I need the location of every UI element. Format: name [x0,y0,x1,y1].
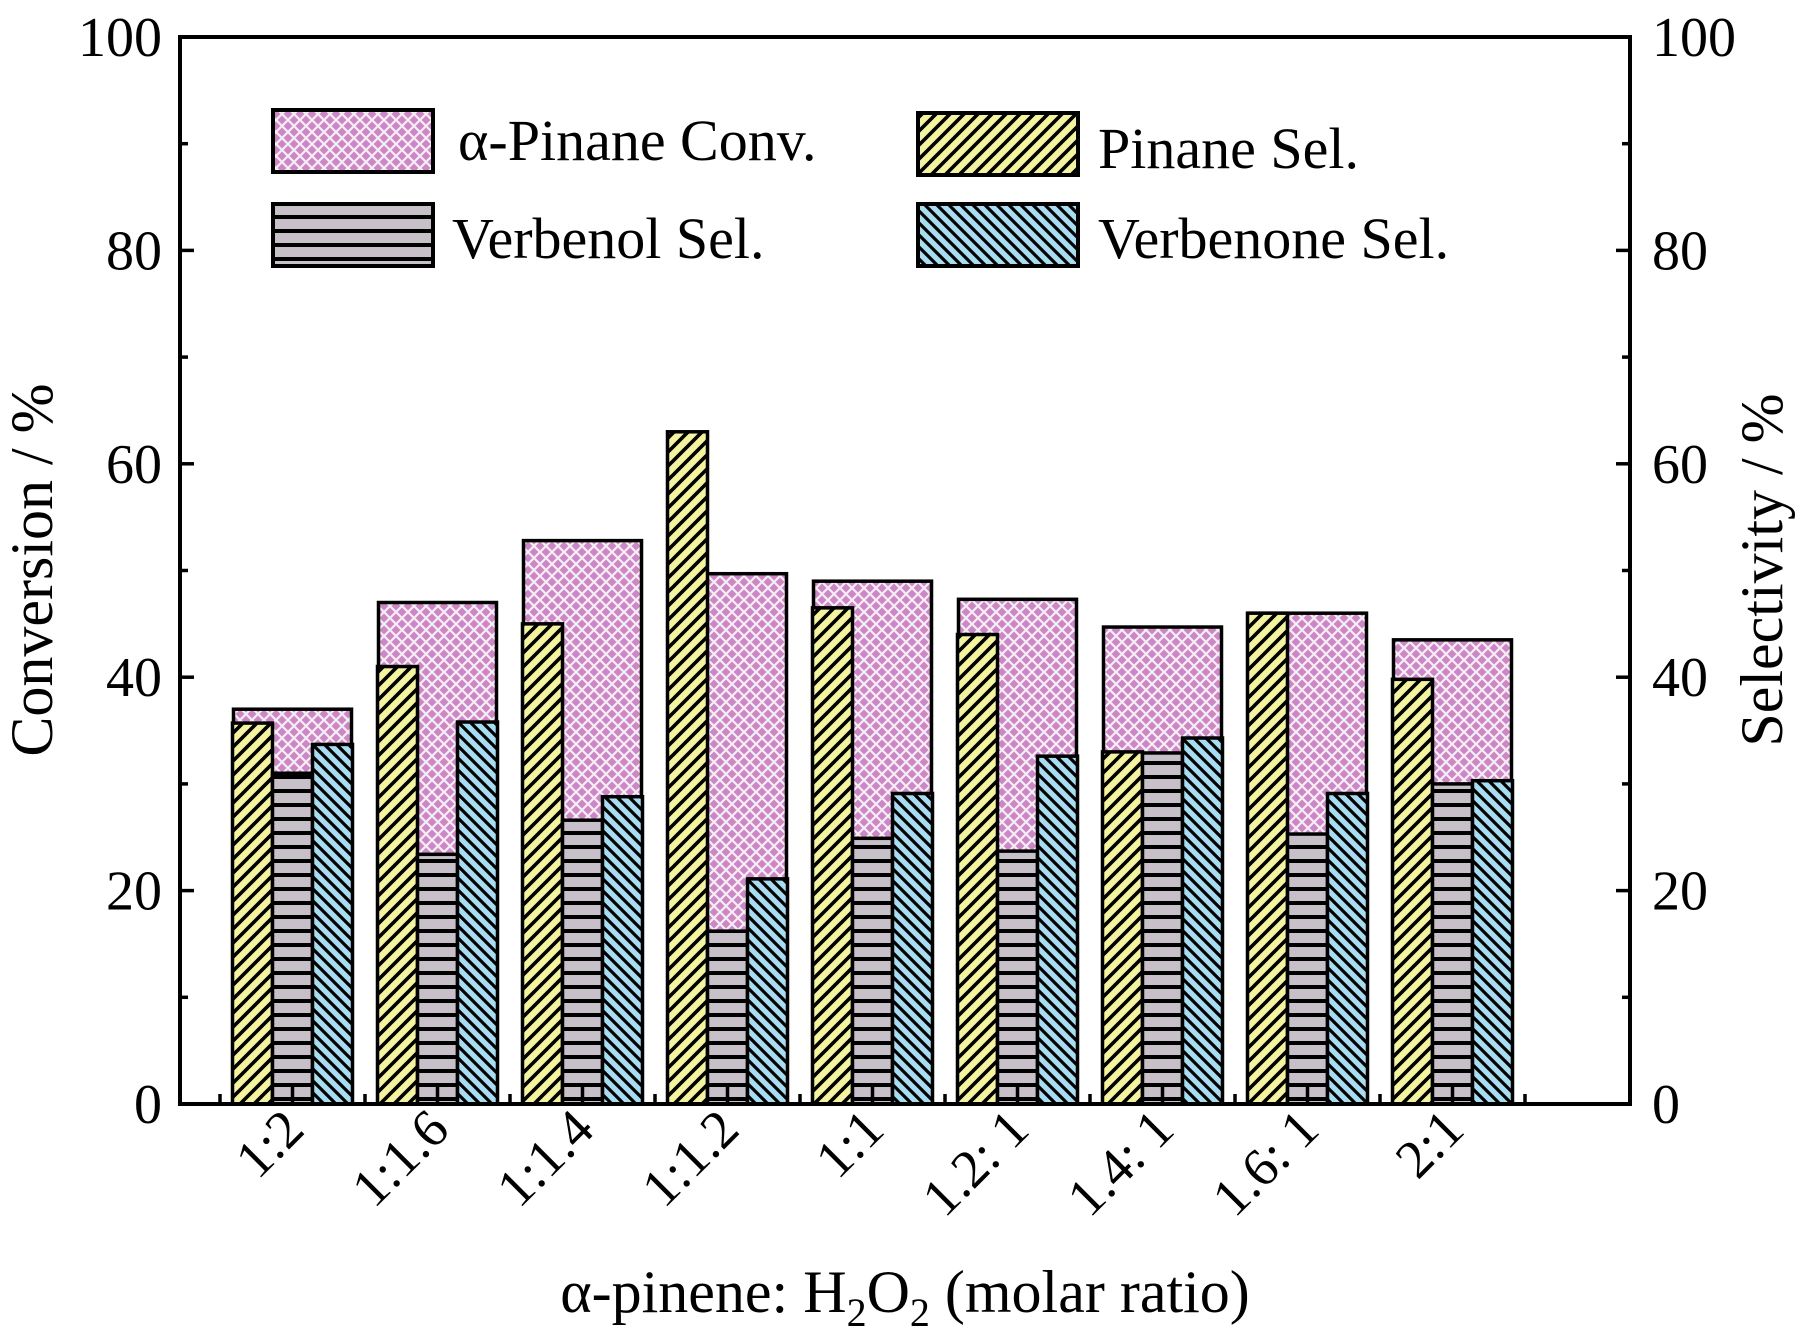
y-tick-label-left: 40 [106,647,162,709]
legend: α-Pinane Conv. Pinane Sel. Verbenol Sel.… [271,108,1449,271]
y-tick-label-left: 0 [134,1074,162,1136]
x-tick-label: 1.4: 1 [1056,1098,1185,1227]
bar-pinane-9 [1390,677,1435,1106]
bar-verbenone-7 [1180,736,1225,1106]
bar-verbenol-2 [415,852,460,1106]
legend-swatch-conversion [271,108,435,174]
x-axis-title-sub1: 2 [847,1290,867,1335]
x-axis-title-sub2: 2 [910,1290,930,1335]
y-tick-label-right: 20 [1652,861,1708,923]
x-tick-label: 1.6: 1 [1201,1098,1330,1227]
bar-verbenol-9 [1430,782,1475,1106]
x-tick-label: 1:1.4 [485,1098,605,1218]
bar-verbenone-2 [455,720,500,1106]
legend-swatch-verbenone [916,202,1080,268]
x-tick-label: 1:1.2 [630,1098,750,1218]
bar-pinane-2 [375,664,420,1106]
y-tick-label-left: 20 [106,861,162,923]
legend-label-conversion: α-Pinane Conv. [458,108,816,173]
x-tick-label: 2:1 [1384,1098,1475,1189]
bar-pinane-3 [520,622,565,1106]
bar-verbenol-5 [850,836,895,1106]
bar-pinane-7 [1100,750,1145,1106]
y-tick-label-right: 60 [1652,434,1708,496]
legend-swatch-verbenol [271,202,435,268]
x-tick-label: 1:2 [224,1098,315,1189]
x-axis: 1:2 1:1.6 1:1.4 1:1.2 1:1 1.2: 1 1.4: 1 1.6: 1 2… [218,1086,1527,1227]
x-tick-label: 1.2: 1 [911,1098,1040,1227]
legend-label-verbenol: Verbenol Sel. [452,206,765,271]
bar-verbenol-7 [1140,751,1185,1106]
y-tick-label-right: 0 [1652,1074,1680,1136]
bar-pinane-1 [230,721,275,1106]
legend-label-verbenone: Verbenone Sel. [1098,206,1449,271]
bar-verbenol-6 [995,849,1040,1106]
y-tick-label-left: 60 [106,434,162,496]
bar-verbenone-1 [310,742,355,1106]
bar-verbenone-9 [1470,778,1515,1106]
y-axis-right: 0 20 40 60 80 100 [1616,7,1736,1136]
y-axis-title-left: Conversion / % [0,383,65,756]
legend-label-pinane: Pinane Sel. [1098,116,1359,181]
bar-pinane-8 [1245,611,1290,1106]
y-tick-label-right: 80 [1652,220,1708,282]
bar-verbenol-8 [1285,832,1330,1106]
bar-pinane-4 [665,430,710,1106]
bar-pinane-6 [955,632,1000,1106]
x-axis-title: α-pinene: H2O2 (molar ratio) [560,1259,1250,1335]
bar-verbenol-1 [270,771,315,1106]
x-axis-title-prefix: α-pinene: H [560,1259,846,1325]
bar-verbenone-4 [745,877,790,1106]
y-axis-left: 0 20 40 60 80 100 [78,7,194,1136]
x-axis-title-mid: O [867,1259,910,1325]
y-axis-title-right: Selectivity / % [1729,393,1795,746]
bar-verbenol-4 [705,929,750,1106]
y-tick-label-right: 40 [1652,647,1708,709]
legend-swatch-pinane [916,111,1080,177]
y-tick-label-left: 100 [78,7,162,69]
bar-verbenone-3 [600,794,645,1106]
bar-verbenone-5 [890,791,935,1106]
y-tick-label-right: 100 [1652,7,1736,69]
x-tick-label: 1:1.6 [340,1098,460,1218]
bar-verbenone-8 [1325,791,1370,1106]
x-tick-label: 1:1 [804,1098,895,1189]
bar-pinane-5 [810,606,855,1106]
y-tick-label-left: 80 [106,220,162,282]
bar-verbenol-3 [560,818,605,1106]
x-axis-title-suffix: (molar ratio) [930,1259,1250,1325]
bar-verbenone-6 [1035,754,1080,1106]
